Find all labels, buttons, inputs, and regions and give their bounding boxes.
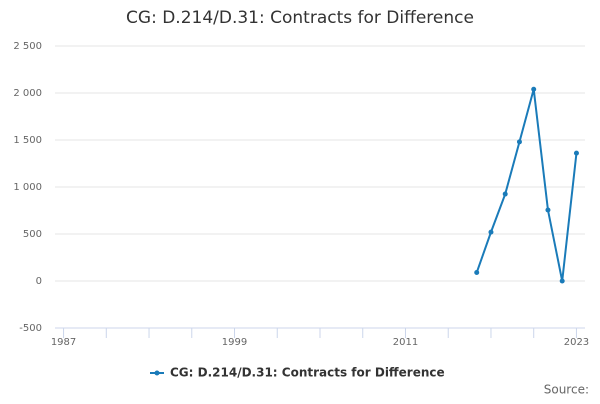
x-tick-label: 1987 <box>51 337 76 348</box>
data-point <box>573 150 579 156</box>
source: Source: <box>544 383 589 397</box>
data-point <box>502 191 508 197</box>
x-tick-label: 1999 <box>222 337 247 348</box>
series-line <box>475 88 578 282</box>
y-tick-label: 0 <box>36 276 42 287</box>
data-point <box>474 270 480 276</box>
legend-label: CG: D.214/D.31: Contracts for Difference <box>170 366 445 380</box>
y-tick-label: 1 000 <box>13 182 42 193</box>
data-point <box>531 86 537 92</box>
legend-marker <box>154 370 160 376</box>
data-point <box>545 207 551 213</box>
y-tick-label: -500 <box>19 323 42 334</box>
y-tick-label: 1 500 <box>13 135 42 146</box>
y-tick-label: 500 <box>23 229 42 240</box>
data-point <box>488 229 494 235</box>
data-point <box>516 139 522 145</box>
y-tick-label: 2 500 <box>13 41 42 52</box>
data-point <box>559 278 565 284</box>
x-tick-label: 2023 <box>564 337 589 348</box>
x-tick-label: 2011 <box>393 337 418 348</box>
y-tick-label: 2 000 <box>13 88 42 99</box>
chart-title: CG: D.214/D.31: Contracts for Difference <box>126 8 474 28</box>
